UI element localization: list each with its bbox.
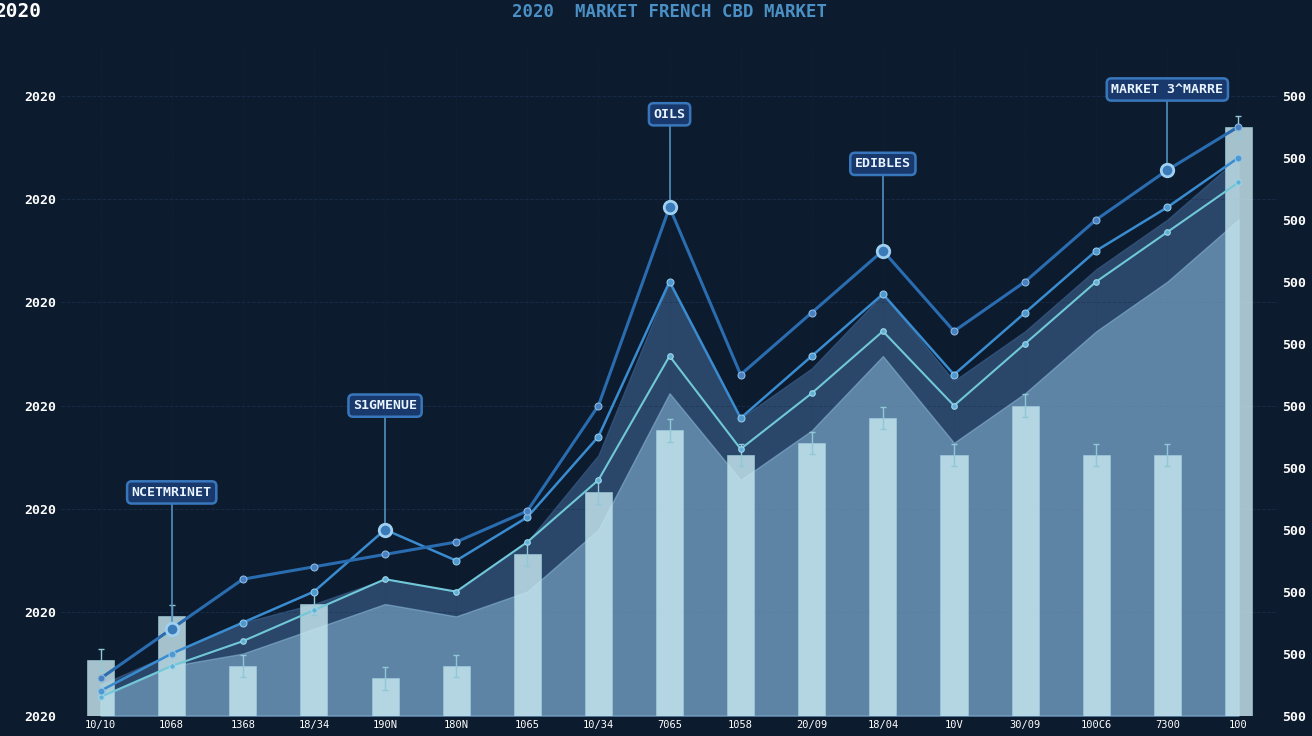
Text: OILS: OILS	[653, 107, 686, 121]
Bar	[371, 679, 399, 715]
Bar	[1153, 456, 1181, 715]
Bar	[585, 492, 611, 715]
Bar	[159, 616, 185, 715]
Bar	[1225, 127, 1252, 715]
Text: EDIBLES: EDIBLES	[855, 158, 911, 170]
Bar	[1012, 406, 1039, 715]
Bar	[442, 666, 470, 715]
Bar	[656, 431, 684, 715]
Bar	[941, 456, 967, 715]
Bar	[300, 604, 328, 715]
Bar	[1082, 456, 1110, 715]
Text: MARKET 3^MARRE: MARKET 3^MARRE	[1111, 83, 1223, 96]
Bar	[798, 443, 825, 715]
Bar	[727, 456, 754, 715]
Text: S1GMENUE: S1GMENUE	[353, 399, 417, 412]
Bar	[87, 659, 114, 715]
Text: 2020  MARKET FRENCH CBD MARKET: 2020 MARKET FRENCH CBD MARKET	[512, 3, 827, 21]
Text: NCETMRINET: NCETMRINET	[131, 486, 211, 499]
Bar	[870, 418, 896, 715]
Text: 2020: 2020	[0, 1, 42, 21]
Bar	[514, 554, 541, 715]
Bar	[230, 666, 256, 715]
